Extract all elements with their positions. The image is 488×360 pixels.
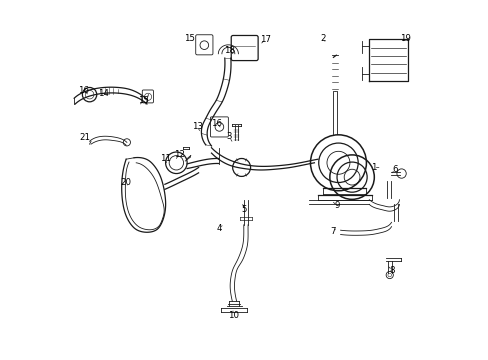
- Text: 14: 14: [98, 89, 109, 98]
- Text: 10: 10: [227, 311, 238, 320]
- Text: 8: 8: [389, 266, 394, 275]
- Text: 11: 11: [160, 154, 171, 163]
- Text: 16: 16: [211, 119, 222, 128]
- Text: 9: 9: [334, 201, 339, 210]
- Text: 13: 13: [191, 122, 202, 131]
- Text: 7: 7: [330, 228, 335, 237]
- Text: 12: 12: [173, 150, 184, 159]
- Text: 17: 17: [259, 35, 270, 44]
- Text: 21: 21: [79, 133, 90, 142]
- Text: 18: 18: [224, 46, 234, 55]
- Text: 3: 3: [226, 132, 232, 141]
- Text: 1: 1: [370, 163, 376, 172]
- Text: 15: 15: [138, 96, 148, 105]
- Text: 15: 15: [184, 34, 195, 43]
- Text: 6: 6: [391, 165, 397, 174]
- Text: 19: 19: [399, 34, 410, 43]
- Text: 20: 20: [120, 178, 131, 187]
- Text: 16: 16: [78, 86, 89, 95]
- Text: 2: 2: [320, 34, 325, 43]
- Text: 5: 5: [241, 205, 247, 214]
- Text: 4: 4: [216, 224, 222, 233]
